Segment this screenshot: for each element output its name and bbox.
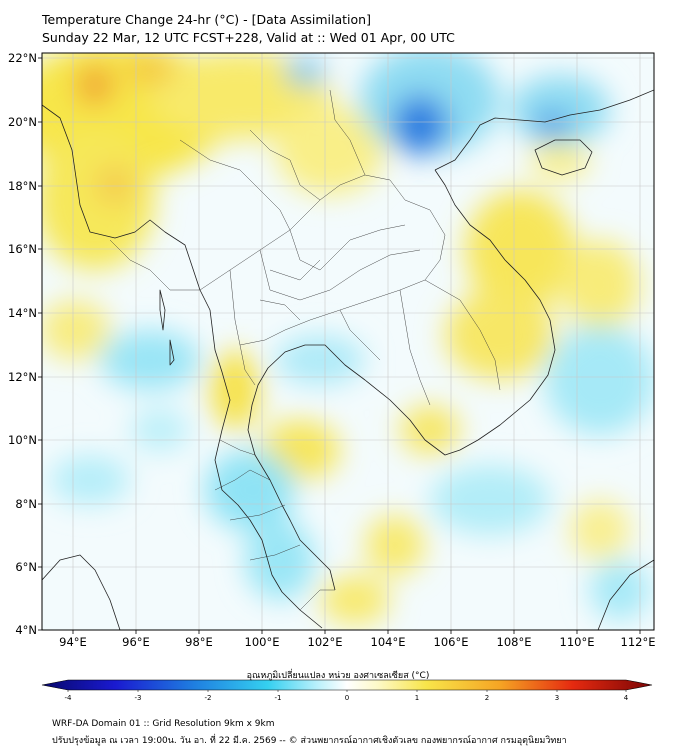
lat-label-18: 18°N bbox=[8, 179, 37, 193]
map-subtitle: Sunday 22 Mar, 12 UTC FCST+228, Valid at… bbox=[42, 30, 455, 45]
lat-label-12: 12°N bbox=[8, 370, 37, 384]
lon-label-106: 106°E bbox=[434, 635, 469, 649]
lon-label-110: 110°E bbox=[560, 635, 595, 649]
colorbar-tick: -1 bbox=[275, 694, 282, 702]
map-frame bbox=[41, 52, 655, 631]
map-title: Temperature Change 24-hr (°C) - [Data As… bbox=[42, 12, 371, 27]
lat-label-8: 8°N bbox=[15, 497, 37, 511]
footer-model-info: WRF-DA Domain 01 :: Grid Resolution 9km … bbox=[52, 719, 275, 729]
lat-label-10: 10°N bbox=[8, 433, 37, 447]
coastlines bbox=[42, 89, 654, 630]
lat-label-20: 20°N bbox=[8, 115, 37, 129]
lon-label-96: 96°E bbox=[122, 635, 150, 649]
lon-label-94: 94°E bbox=[59, 635, 87, 649]
lat-label-16: 16°N bbox=[8, 242, 37, 256]
lon-label-102: 102°E bbox=[308, 635, 343, 649]
graticule bbox=[42, 53, 654, 630]
colorbar-tick: 3 bbox=[555, 694, 559, 702]
temperature-field bbox=[42, 53, 654, 630]
colorbar-label: อุณหภูมิเปลี่ยนแปลง หน่วย องศาเซลเซียส (… bbox=[246, 671, 430, 681]
lon-label-108: 108°E bbox=[497, 635, 532, 649]
lat-tick-marks bbox=[38, 57, 42, 631]
colorbar-tick: 1 bbox=[415, 694, 419, 702]
lat-label-4: 4°N bbox=[15, 623, 37, 637]
lon-label-98: 98°E bbox=[185, 635, 213, 649]
lat-label-22: 22°N bbox=[8, 51, 37, 65]
lon-label-112: 112°E bbox=[621, 635, 656, 649]
lat-label-6: 6°N bbox=[15, 560, 37, 574]
colorbar-tick: -4 bbox=[65, 694, 73, 702]
colorbar-tick: -3 bbox=[135, 694, 142, 702]
lon-label-100: 100°E bbox=[245, 635, 280, 649]
lat-label-14: 14°N bbox=[8, 306, 37, 320]
colorbar-tick: -2 bbox=[205, 694, 212, 702]
lon-tick-marks bbox=[72, 630, 641, 634]
footer-credit: ปรับปรุงข้อมูล ณ เวลา 19:00น. วัน อา. ที… bbox=[52, 736, 567, 746]
colorbar-tick: 4 bbox=[624, 694, 629, 702]
lon-label-104: 104°E bbox=[371, 635, 406, 649]
province-borders bbox=[109, 89, 501, 611]
colorbar: -4 -3 -2 -1 0 1 2 3 4 bbox=[41, 679, 653, 702]
colorbar-tick: 0 bbox=[345, 694, 349, 702]
colorbar-tick: 2 bbox=[485, 694, 489, 702]
